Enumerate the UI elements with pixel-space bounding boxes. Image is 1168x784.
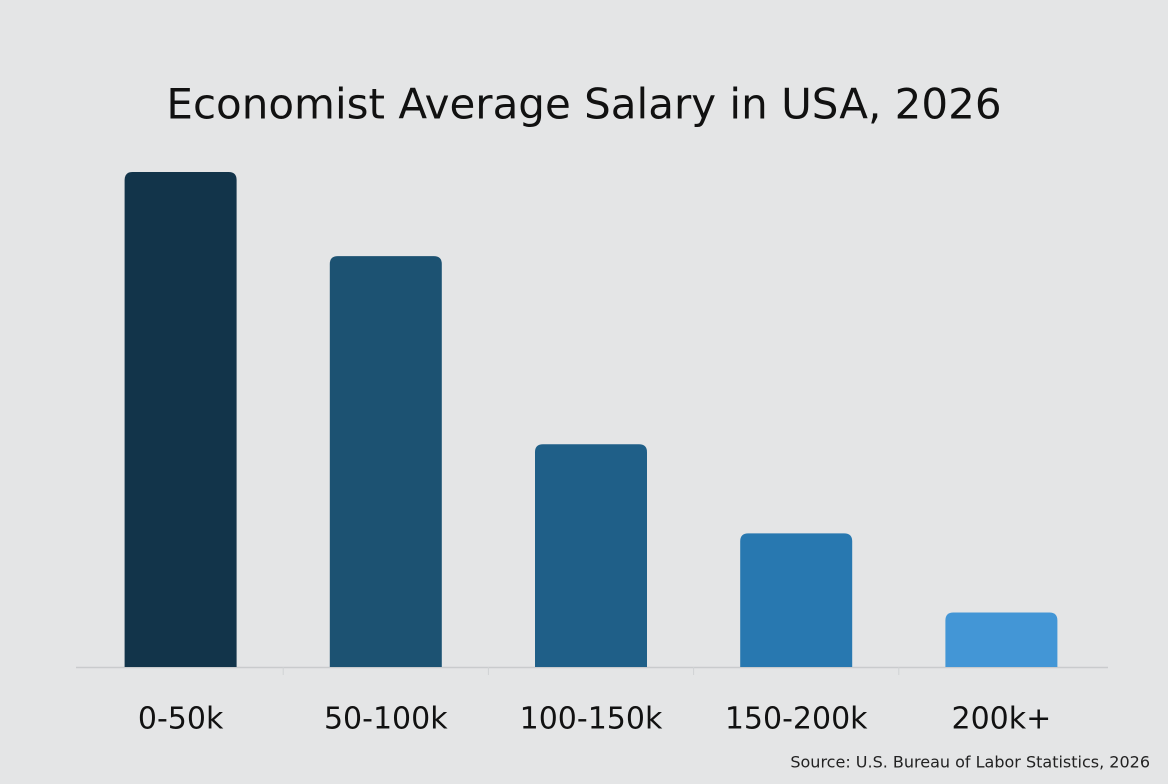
source-note: Source: U.S. Bureau of Labor Statistics,… <box>790 753 1150 772</box>
bar <box>945 612 1058 667</box>
bar <box>740 533 853 667</box>
bar <box>124 172 237 667</box>
bar <box>329 256 442 667</box>
bar <box>535 444 647 667</box>
x-tick-label: 200k+ <box>952 702 1052 737</box>
x-tick-label: 150-200k <box>725 702 868 737</box>
x-tick-label: 0-50k <box>138 702 224 737</box>
x-tick-label: 100-150k <box>520 702 663 737</box>
x-tick-label: 50-100k <box>324 702 448 737</box>
chart-title: Economist Average Salary in USA, 2026 <box>166 80 1001 129</box>
